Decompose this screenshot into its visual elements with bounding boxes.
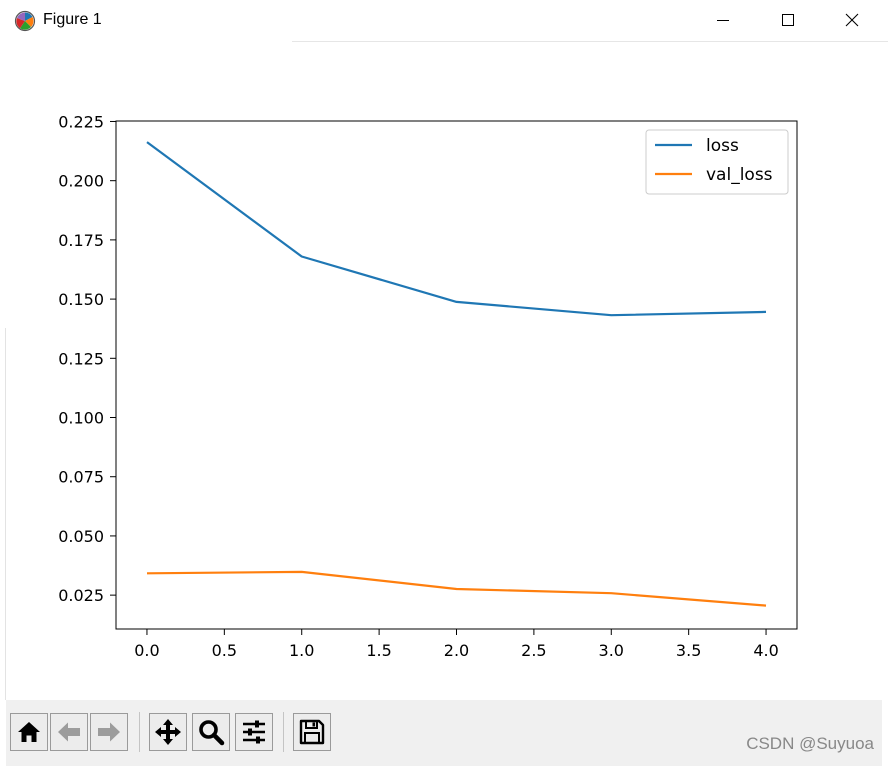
y-tick-label: 0.175: [58, 231, 104, 250]
sliders-icon: [243, 720, 265, 744]
titlebar-divider: [292, 41, 888, 42]
legend-label-val-loss: val_loss: [706, 165, 773, 185]
plot-area: [115, 120, 798, 630]
x-tick-label: 2.5: [521, 641, 546, 660]
minimize-icon: [717, 20, 729, 21]
y-tick-label: 0.100: [58, 409, 104, 428]
forward-button[interactable]: [90, 713, 128, 751]
close-button[interactable]: [829, 0, 875, 40]
zoom-button[interactable]: [192, 713, 230, 751]
y-tick-label: 0.225: [58, 112, 104, 131]
x-tick-label: 1.5: [366, 641, 391, 660]
minimize-button[interactable]: [700, 0, 746, 40]
x-tick-label: 0.5: [212, 641, 237, 660]
window-left-edge: [5, 328, 6, 700]
save-button[interactable]: [293, 713, 331, 751]
configure-subplots-button[interactable]: [235, 713, 273, 751]
x-tick-label: 3.5: [676, 641, 701, 660]
maximize-icon: [782, 14, 794, 26]
back-button[interactable]: [50, 713, 88, 751]
y-tick-label: 0.025: [58, 586, 104, 605]
close-icon: [845, 13, 859, 27]
home-button[interactable]: [10, 713, 48, 751]
legend-label-loss: loss: [706, 136, 739, 156]
series-line-loss: [146, 141, 767, 317]
zoom-magnifier-icon: [199, 720, 225, 746]
x-tick-label: 0.0: [134, 641, 159, 660]
y-tick-label: 0.200: [58, 172, 104, 191]
x-tick-label: 4.0: [753, 641, 778, 660]
watermark-text: CSDN @Suyuoa: [746, 734, 874, 753]
forward-arrow-icon: [98, 722, 120, 742]
maximize-button[interactable]: [765, 0, 811, 40]
figure-canvas[interactable]: 0.025 0.050 0.075 0.100 0.125 0.150 0.175 0.200…: [0, 42, 888, 700]
back-arrow-icon: [58, 722, 80, 742]
save-floppy-icon: [299, 719, 325, 745]
window-titlebar: Figure 1: [0, 0, 888, 42]
pan-button[interactable]: [149, 713, 187, 751]
x-tick-label: 1.0: [289, 641, 314, 660]
navigation-toolbar: CSDN @Suyuoa: [6, 700, 882, 766]
pan-move-icon: [155, 719, 181, 745]
y-tick-label: 0.150: [58, 290, 104, 309]
toolbar-separator: [139, 712, 140, 752]
y-tick-label: 0.075: [58, 468, 104, 487]
series-line-val-loss: [146, 570, 767, 607]
home-icon: [18, 722, 40, 742]
y-tick-label: 0.125: [58, 349, 104, 368]
line-chart: 0.025 0.050 0.075 0.100 0.125 0.150 0.175 0.200…: [58, 112, 798, 660]
x-tick-label: 2.0: [444, 641, 469, 660]
window-title: Figure 1: [43, 11, 102, 28]
matplotlib-logo-icon: [14, 10, 36, 32]
toolbar-separator: [283, 712, 284, 752]
y-tick-label: 0.050: [58, 527, 104, 546]
x-tick-label: 3.0: [599, 641, 624, 660]
